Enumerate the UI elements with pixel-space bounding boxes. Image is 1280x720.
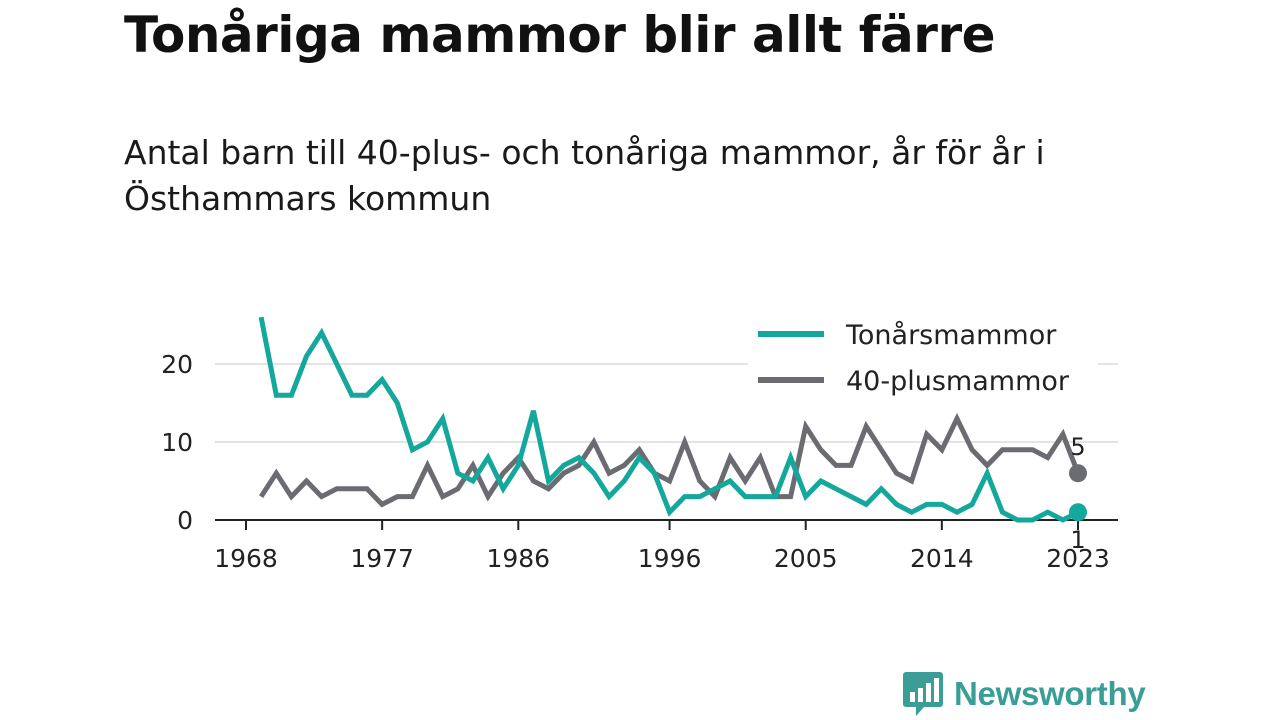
y-axis: 0 10 20	[161, 350, 193, 535]
legend-background	[748, 310, 1098, 404]
brand-name: Newsworthy	[954, 675, 1146, 712]
end-point-40-plusmammor	[1069, 464, 1087, 483]
y-tick-label-0: 0	[177, 506, 193, 535]
x-axis: 1968 1977 1986 1996 2005 2014 2023	[214, 519, 1118, 573]
series-line-ton-rsmammor	[258, 316, 1080, 523]
chart-title: Tonåriga mammor blir allt färre	[124, 6, 996, 64]
x-tick-label-1986: 1986	[486, 544, 550, 573]
x-tick-label-1977: 1977	[350, 544, 414, 573]
x-tick-label-2014: 2014	[910, 544, 974, 573]
x-tick-label-2005: 2005	[774, 544, 838, 573]
x-tick-label-2023: 2023	[1046, 544, 1110, 573]
x-tick-label-1968: 1968	[214, 544, 278, 573]
series-lines: 15	[258, 316, 1087, 554]
y-tick-label-20: 20	[161, 350, 193, 379]
brand-logo: Newsworthy	[902, 670, 1146, 718]
end-label-40-plusmammor: 5	[1070, 433, 1085, 461]
x-tick-label-1996: 1996	[638, 544, 702, 573]
legend-label-40-plusmammor: 40-plusmammor	[846, 366, 1070, 397]
series-line-40-plusmammor	[259, 412, 1081, 508]
end-label-ton-rsmammor: 1	[1070, 526, 1085, 554]
legend-label-ton-rsmammor: Tonårsmammor	[845, 320, 1057, 351]
end-point-ton-rsmammor	[1069, 503, 1087, 522]
y-tick-label-10: 10	[161, 428, 193, 457]
chart-subtitle: Antal barn till 40-plus- och tonåriga ma…	[124, 133, 1045, 218]
bar-chart-speech-bubble-icon	[903, 672, 943, 716]
legend: Tonårsmammor 40-plusmammor	[748, 310, 1098, 404]
